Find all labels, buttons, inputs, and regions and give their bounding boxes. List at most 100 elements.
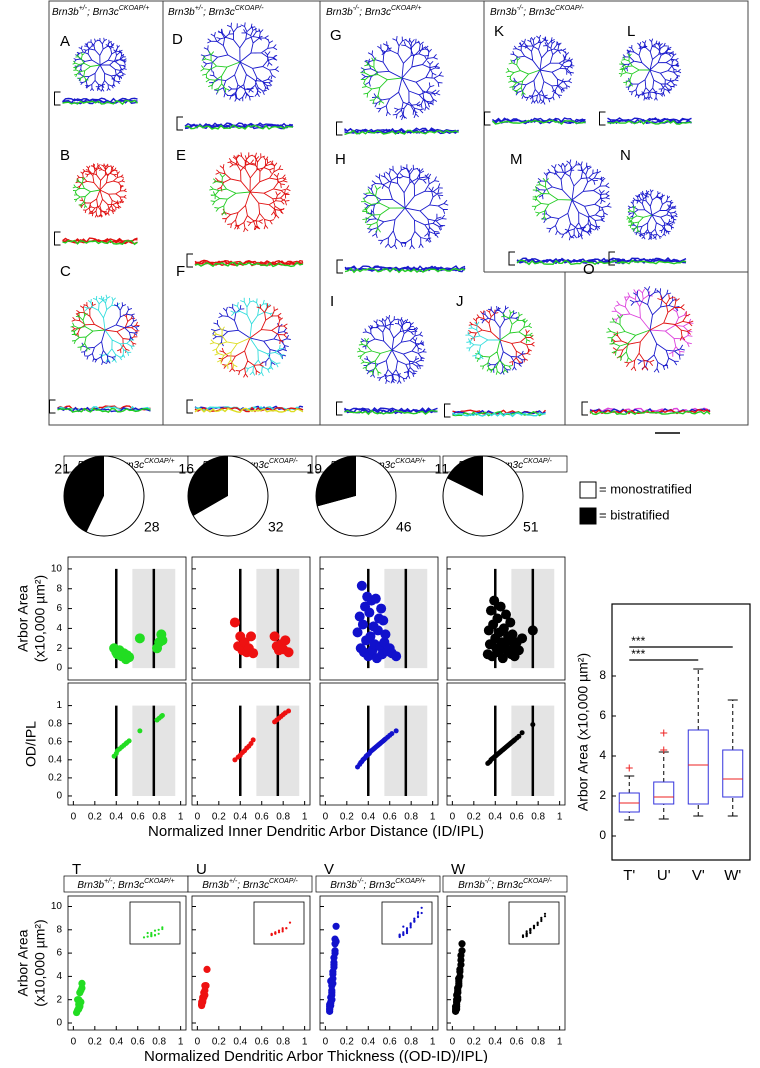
count-label: 46 — [396, 519, 412, 535]
y-tick-label: 8 — [56, 583, 62, 594]
gene-superscript: -/- — [485, 878, 492, 885]
ipl-bracket — [336, 121, 343, 136]
data-point — [248, 648, 259, 659]
side-view — [516, 259, 626, 266]
gene: Brn3b — [490, 7, 517, 18]
x-tick-label: 0.6 — [255, 812, 269, 823]
y-tick-label: 0 — [56, 791, 62, 802]
data-point — [326, 1005, 334, 1013]
pie-outline — [315, 455, 397, 537]
data-point — [352, 627, 363, 638]
gene: ; Brn3c — [491, 880, 523, 891]
data-point — [516, 733, 522, 739]
data-point — [356, 580, 367, 591]
data-point — [357, 619, 368, 630]
data-point — [330, 963, 338, 971]
inset-point — [270, 933, 273, 936]
neuron-tracing — [209, 326, 251, 370]
inset-point — [281, 927, 284, 930]
gene: ; Brn3c — [237, 880, 269, 891]
genotype-box — [442, 875, 568, 893]
gene-superscript: CKOAP/- — [269, 458, 298, 465]
data-point — [458, 947, 466, 955]
panel-letter: S — [461, 469, 471, 486]
gene-superscript: CKOAP/- — [235, 5, 264, 12]
x-tick-label: 0.8 — [531, 1037, 545, 1048]
x-tick-label: 0 — [450, 812, 456, 823]
side-view — [607, 117, 692, 123]
x-tick-label: 0.4 — [109, 1037, 123, 1048]
count-label: 11 — [434, 461, 449, 477]
pie-outline — [187, 455, 269, 537]
pie-slice — [193, 456, 268, 536]
gene: Brn3b — [326, 7, 353, 18]
panel-letter: J — [456, 293, 464, 310]
data-point — [456, 965, 464, 974]
ipl-bracket — [444, 403, 451, 418]
inset-point — [157, 932, 160, 935]
inset-point — [409, 923, 412, 926]
data-point — [246, 631, 256, 642]
neuron-tracing — [213, 152, 291, 233]
inset-point — [536, 921, 539, 924]
data-point — [495, 601, 506, 612]
neuron-tracing — [629, 286, 685, 373]
data-point — [458, 940, 466, 948]
ipl-bracket — [186, 253, 193, 268]
gene-superscript: CKOAP/- — [523, 458, 552, 465]
panel-letter: V — [324, 861, 334, 878]
x-tick-label: 0 — [195, 1037, 201, 1048]
inset-point — [420, 906, 423, 909]
inset-point — [416, 915, 420, 919]
data-point — [203, 965, 211, 974]
data-point — [332, 922, 340, 930]
inset-point — [285, 927, 288, 930]
side-view — [62, 97, 138, 103]
panel-letter: E — [176, 147, 186, 164]
data-point — [454, 984, 462, 992]
y-tick-label: 4 — [56, 623, 62, 634]
x-tick-label: 0.8 — [531, 812, 545, 823]
side-view — [184, 124, 294, 130]
data-point — [74, 1006, 82, 1014]
inset-point — [281, 930, 284, 933]
data-point — [489, 595, 500, 606]
x-tick-label: 0.2 — [340, 812, 354, 823]
data-point — [530, 722, 536, 728]
legend-swatch — [579, 481, 597, 499]
pie-slice — [64, 456, 104, 533]
data-point — [370, 593, 381, 604]
side-view — [194, 406, 304, 413]
side-view — [344, 129, 459, 136]
data-point — [75, 996, 83, 1004]
genotype-box — [315, 875, 441, 893]
data-point — [250, 737, 256, 743]
ipl-bracket — [176, 116, 183, 131]
gene: Brn3b — [202, 880, 229, 891]
genotype-label: Brn3b+/-; Brn3cCKOAP/+ — [52, 5, 149, 18]
y-axis-label: Arbor Area (x10,000 µm²) — [575, 653, 591, 811]
inset-point — [536, 923, 539, 927]
inset-point — [525, 930, 528, 933]
panel-letter: B — [60, 147, 70, 164]
inset-point — [540, 916, 543, 919]
inset-point — [161, 927, 164, 931]
legend-label: = monostratified — [599, 481, 692, 496]
gene-superscript: -/- — [357, 878, 364, 885]
inset-point — [540, 919, 543, 923]
gene: Brn3b — [330, 880, 357, 891]
neuron-tracing — [218, 303, 288, 378]
genotype-label: Brn3b+/-; Brn3cCKOAP/- — [168, 5, 264, 18]
x-tick-label: 0.4 — [109, 812, 123, 823]
y-tick-label: 0 — [599, 828, 606, 842]
panel-letter: O — [583, 261, 595, 278]
panel-letter: F — [176, 263, 185, 280]
inset-point — [521, 935, 525, 939]
x-tick-label: 0.8 — [152, 1037, 166, 1048]
inset-point — [277, 929, 281, 932]
data-point — [453, 998, 461, 1006]
x-tick-label: 0.4 — [488, 1037, 502, 1048]
data-point — [457, 956, 465, 964]
x-tick-label: 0.4 — [488, 812, 502, 823]
x-tick-label: 0 — [71, 1037, 77, 1048]
